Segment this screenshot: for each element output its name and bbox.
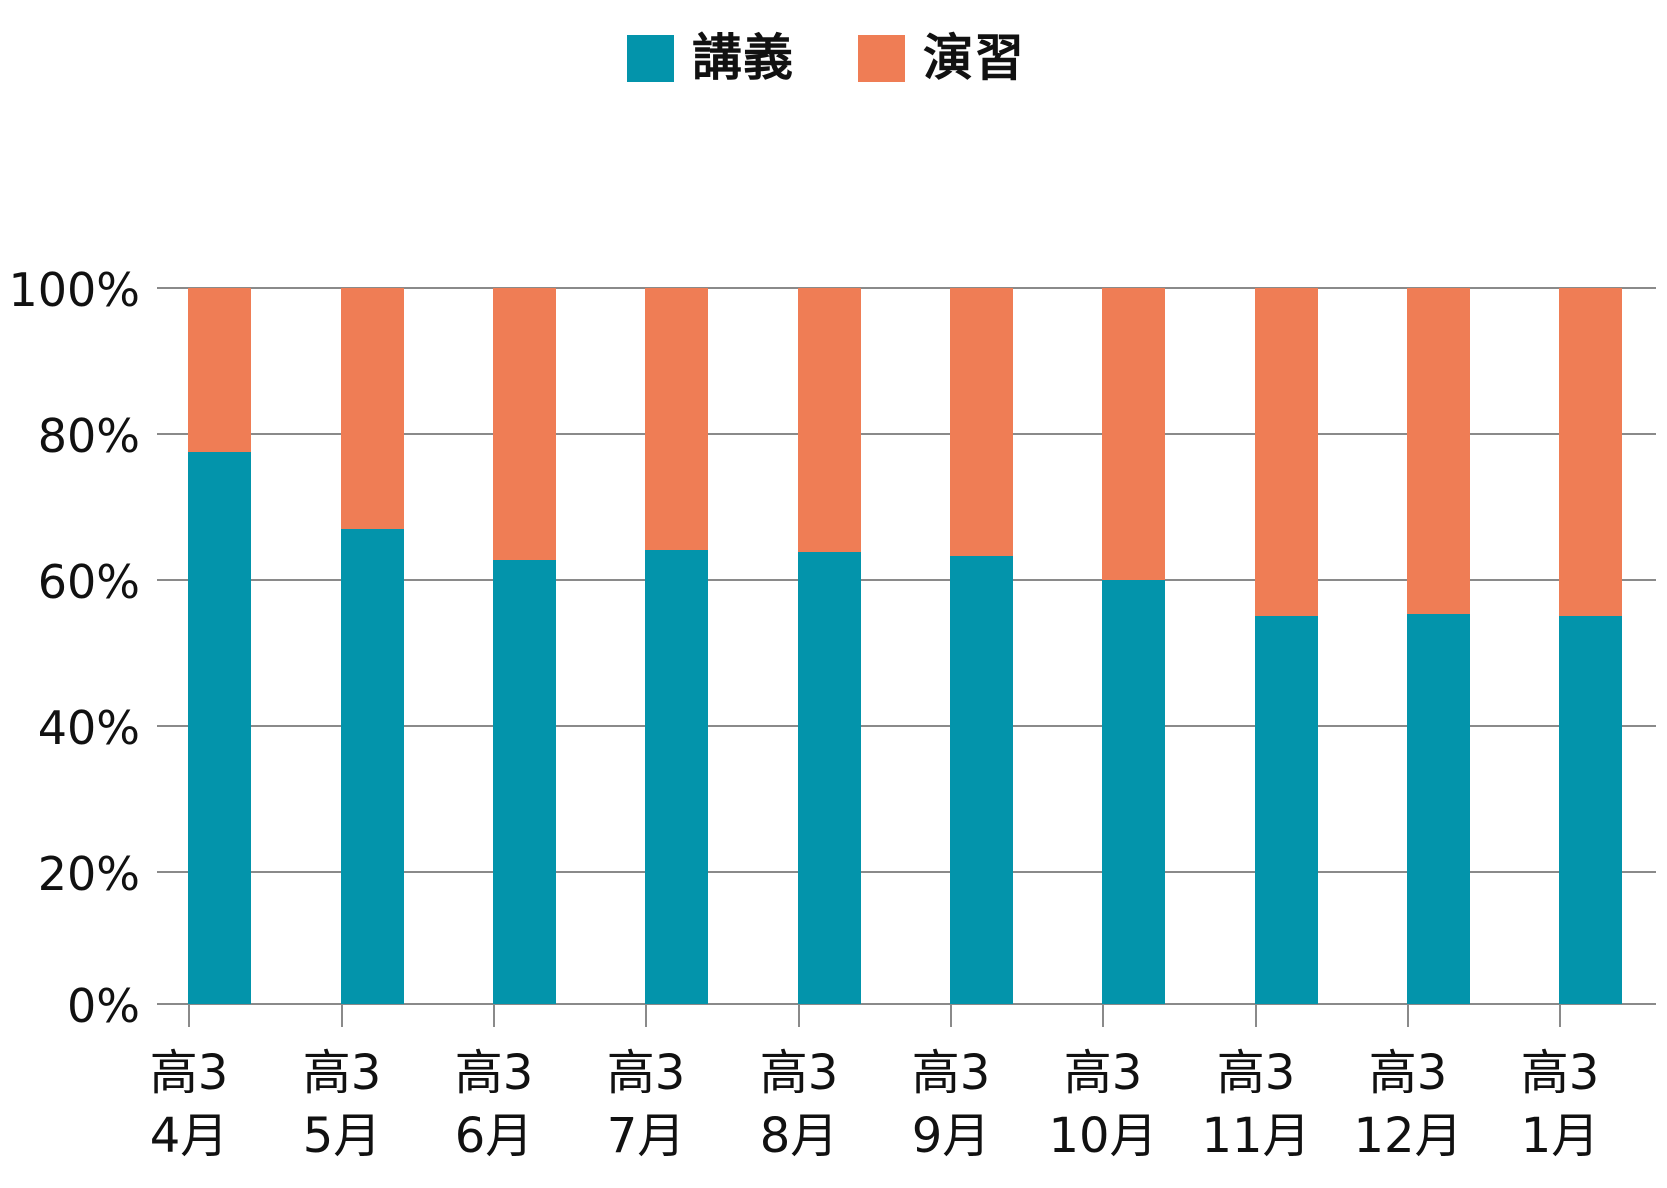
bar-segment-exercise: [798, 288, 861, 553]
bar: [1559, 0, 1622, 1188]
x-axis-label-line: 高3: [1063, 1045, 1143, 1101]
x-axis-tick: [188, 1004, 190, 1027]
bar-segment-lecture: [950, 555, 1013, 1004]
x-axis-label-line: 高3: [454, 1045, 534, 1101]
x-axis-label-line: 10月: [1048, 1108, 1158, 1164]
legend-label-lecture: 講義: [692, 29, 794, 87]
y-axis-label: 40%: [37, 701, 140, 755]
bar-segment-exercise: [1559, 288, 1622, 616]
x-axis-tick: [1559, 1004, 1561, 1027]
bar-segment-lecture: [645, 550, 708, 1004]
bar: [798, 0, 861, 1188]
bar-segment-exercise: [341, 288, 404, 529]
x-axis-label-line: 高3: [1520, 1045, 1600, 1101]
x-axis-tick: [950, 1004, 952, 1027]
x-axis-label-line: 7月: [606, 1108, 686, 1164]
x-axis-label: 高3 7月: [566, 1042, 726, 1168]
gridline: [157, 579, 1656, 581]
x-axis-tick: [1407, 1004, 1409, 1027]
x-axis-tick: [341, 1004, 343, 1027]
x-axis-tick: [493, 1004, 495, 1027]
x-axis-label-line: 5月: [302, 1108, 382, 1164]
x-axis-label: 高3 9月: [871, 1042, 1031, 1168]
bar-segment-exercise: [1407, 288, 1470, 614]
y-axis-label: 20%: [37, 847, 140, 901]
x-axis-label: 高3 11月: [1176, 1042, 1336, 1168]
bar: [1407, 0, 1470, 1188]
x-axis-label-line: 高3: [1216, 1045, 1296, 1101]
legend-label-exercise: 演習: [923, 29, 1025, 87]
bar-segment-lecture: [493, 560, 556, 1004]
bar-segment-exercise: [645, 288, 708, 551]
bar-segment-exercise: [1255, 288, 1318, 616]
y-axis-label: 60%: [37, 555, 140, 609]
x-axis-label-line: 9月: [911, 1108, 991, 1164]
x-axis-label-line: 高3: [302, 1045, 382, 1101]
x-axis-label-line: 高3: [759, 1045, 839, 1101]
x-axis-label-line: 6月: [454, 1108, 534, 1164]
y-axis-label: 100%: [8, 263, 140, 317]
bar-segment-lecture: [341, 528, 404, 1004]
legend-item-lecture: 講義: [627, 30, 794, 86]
bar-segment-lecture: [798, 552, 861, 1004]
bar: [188, 0, 251, 1188]
x-axis-label-line: 高3: [149, 1045, 229, 1101]
x-axis-label: 高3 10月: [1023, 1042, 1183, 1168]
legend-swatch-lecture: [627, 34, 674, 82]
bar-segment-lecture: [1559, 615, 1622, 1004]
bar: [950, 0, 1013, 1188]
bar: [1255, 0, 1318, 1188]
bar-segment-lecture: [188, 452, 251, 1004]
gridline: [157, 871, 1656, 873]
x-axis-label: 高3 12月: [1328, 1042, 1488, 1168]
gridline: [157, 287, 1656, 289]
x-axis-label: 高3 8月: [719, 1042, 879, 1168]
bar: [1102, 0, 1165, 1188]
bar-segment-lecture: [1407, 613, 1470, 1004]
x-axis-label-line: 1月: [1520, 1108, 1600, 1164]
gridline: [157, 725, 1656, 727]
bar-segment-exercise: [493, 288, 556, 561]
x-axis-tick: [1255, 1004, 1257, 1027]
x-axis-tick: [645, 1004, 647, 1027]
x-axis-label-line: 高3: [1368, 1045, 1448, 1101]
chart-legend: 講義 演習: [627, 30, 1089, 86]
x-axis-label-line: 高3: [606, 1045, 686, 1101]
x-axis-label-line: 11月: [1201, 1108, 1311, 1164]
x-axis-label: 高3 5月: [262, 1042, 422, 1168]
bar-segment-lecture: [1255, 615, 1318, 1004]
bar: [341, 0, 404, 1188]
x-axis-tick: [1102, 1004, 1104, 1027]
x-axis-label: 高3 6月: [414, 1042, 574, 1168]
bar-segment-lecture: [1102, 580, 1165, 1004]
legend-swatch-exercise: [858, 34, 905, 82]
x-axis-label-line: 12月: [1353, 1108, 1463, 1164]
legend-item-exercise: 演習: [858, 30, 1025, 86]
x-axis-label: 高3 1月: [1480, 1042, 1640, 1168]
x-axis-label: 高3 4月: [109, 1042, 269, 1168]
bar-segment-exercise: [1102, 288, 1165, 580]
bar-segment-exercise: [188, 288, 251, 453]
bar-segment-exercise: [950, 288, 1013, 556]
x-axis-label-line: 高3: [911, 1045, 991, 1101]
x-axis-label-line: 8月: [759, 1108, 839, 1164]
x-axis-label-line: 4月: [149, 1108, 229, 1164]
gridline: [157, 1003, 1656, 1005]
x-axis-tick: [798, 1004, 800, 1027]
bar: [645, 0, 708, 1188]
y-axis-label: 80%: [37, 409, 140, 463]
y-axis-label: 0%: [67, 979, 140, 1033]
bar: [493, 0, 556, 1188]
gridline: [157, 433, 1656, 435]
